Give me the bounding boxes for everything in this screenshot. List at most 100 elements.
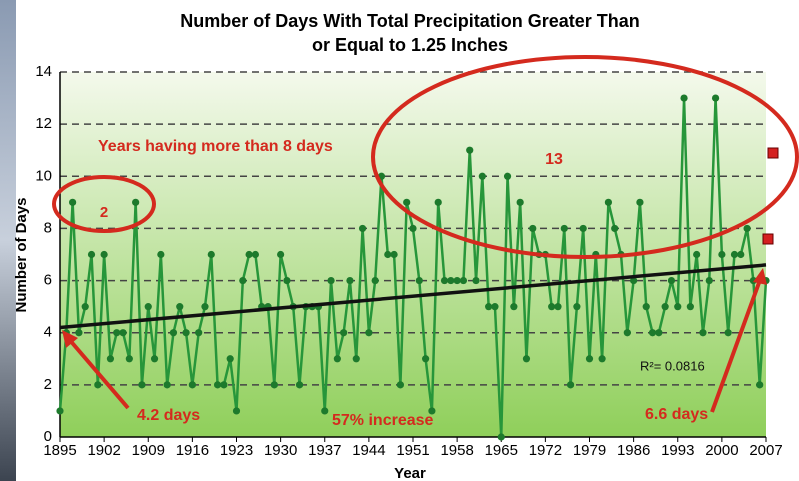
data-point bbox=[447, 276, 455, 285]
data-point bbox=[718, 250, 726, 259]
x-tick-label: 1895 bbox=[43, 442, 76, 459]
data-point bbox=[699, 329, 707, 337]
data-point bbox=[604, 198, 613, 206]
annotation: 57% increase bbox=[332, 412, 434, 429]
data-point bbox=[466, 146, 474, 154]
data-point bbox=[321, 407, 329, 415]
data-point bbox=[642, 303, 650, 311]
x-tick-label: 2000 bbox=[705, 442, 738, 459]
data-point bbox=[667, 276, 676, 285]
data-point bbox=[150, 355, 159, 363]
x-tick-label: 1944 bbox=[352, 442, 385, 459]
data-point bbox=[163, 381, 171, 389]
data-point bbox=[56, 407, 64, 415]
x-tick-label: 1923 bbox=[220, 442, 253, 459]
plot-area bbox=[60, 72, 766, 437]
data-point bbox=[409, 224, 417, 233]
x-tick-label: 1979 bbox=[573, 442, 606, 459]
data-point bbox=[434, 198, 442, 206]
data-point bbox=[737, 250, 745, 259]
data-point bbox=[245, 250, 253, 259]
trend-line bbox=[59, 263, 767, 330]
data-point bbox=[327, 276, 335, 285]
data-point bbox=[680, 94, 688, 102]
chart-subtitle: or Equal to 1.25 Inches bbox=[312, 35, 508, 55]
x-tick-label: 1916 bbox=[176, 442, 209, 459]
data-point bbox=[453, 276, 461, 285]
data-point bbox=[516, 198, 524, 206]
x-axis-label: Year bbox=[394, 465, 426, 481]
y-tick-label: 12 bbox=[35, 115, 52, 132]
data-point bbox=[478, 172, 486, 180]
data-point bbox=[169, 329, 178, 337]
data-point bbox=[69, 198, 77, 206]
data-point bbox=[459, 276, 468, 285]
y-tick-label: 6 bbox=[44, 272, 52, 289]
x-tick-label: 1965 bbox=[485, 442, 518, 459]
data-point bbox=[201, 303, 209, 311]
annotation: 6.6 days bbox=[645, 406, 708, 423]
data-point bbox=[390, 250, 398, 259]
data-point bbox=[403, 198, 411, 206]
x-tick-label: 1902 bbox=[87, 442, 120, 459]
x-tick-label: 1951 bbox=[396, 442, 429, 459]
x-tick-label: 1930 bbox=[264, 442, 297, 459]
x-tick-label: 1909 bbox=[132, 442, 165, 459]
y-tick-label: 2 bbox=[44, 376, 52, 393]
data-point bbox=[119, 329, 127, 337]
data-point bbox=[693, 250, 701, 259]
data-point bbox=[674, 303, 682, 311]
data-point bbox=[415, 276, 423, 285]
data-point bbox=[352, 355, 360, 363]
annotation: R²= 0.0816 bbox=[640, 358, 705, 373]
data-point bbox=[125, 355, 133, 363]
x-tick-label: 1972 bbox=[529, 442, 562, 459]
data-point bbox=[176, 303, 184, 311]
y-axis-label: Number of Days bbox=[13, 197, 30, 312]
data-point bbox=[182, 329, 190, 337]
arrow bbox=[710, 279, 762, 413]
data-point bbox=[239, 276, 247, 285]
y-tick-label: 4 bbox=[44, 324, 52, 341]
highlight-ellipse bbox=[371, 55, 799, 259]
data-point bbox=[566, 381, 575, 389]
data-point bbox=[283, 276, 291, 285]
data-point bbox=[686, 303, 694, 311]
data-point bbox=[220, 381, 228, 389]
y-tick-label: 0 bbox=[44, 428, 52, 445]
data-point bbox=[81, 303, 89, 311]
x-tick-label: 2007 bbox=[749, 442, 782, 459]
data-point bbox=[573, 303, 581, 311]
data-point bbox=[510, 303, 518, 311]
data-point bbox=[711, 94, 720, 102]
data-point bbox=[529, 224, 537, 233]
chart-title: Number of Days With Total Precipitation … bbox=[180, 11, 640, 31]
data-point bbox=[485, 303, 493, 311]
data-point bbox=[113, 329, 121, 337]
data-point bbox=[623, 329, 631, 337]
data-point bbox=[491, 303, 499, 311]
data-point bbox=[630, 276, 638, 285]
data-point bbox=[132, 198, 140, 206]
data-point bbox=[144, 303, 152, 311]
annotation: 4.2 days bbox=[137, 407, 200, 424]
data-point bbox=[358, 224, 367, 233]
data-point bbox=[503, 172, 512, 180]
annotation: 13 bbox=[545, 151, 563, 168]
x-tick-label: 1937 bbox=[308, 442, 341, 459]
data-point bbox=[756, 381, 764, 389]
data-point bbox=[743, 224, 751, 233]
y-tick-label: 14 bbox=[35, 63, 52, 80]
arrow-head bbox=[62, 330, 78, 348]
arrow bbox=[66, 336, 130, 410]
data-point bbox=[195, 329, 203, 337]
x-tick-label: 1986 bbox=[617, 442, 650, 459]
data-point bbox=[106, 355, 115, 363]
arrow-head bbox=[753, 268, 767, 285]
data-point bbox=[340, 329, 348, 337]
data-point bbox=[232, 407, 241, 415]
annotation: 2 bbox=[100, 204, 108, 221]
data-point bbox=[100, 250, 108, 259]
data-point bbox=[213, 381, 222, 389]
